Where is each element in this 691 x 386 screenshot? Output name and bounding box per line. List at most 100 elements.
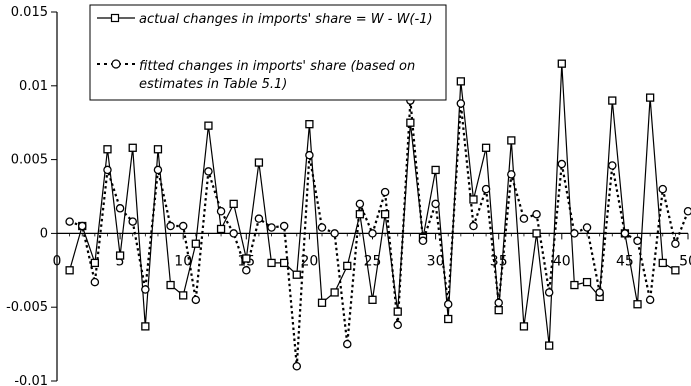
fitted-point [191, 295, 201, 305]
actual-point [204, 121, 213, 130]
y-tick-label: 0 [40, 226, 48, 241]
y-tick-label: 0.005 [11, 153, 48, 168]
actual-point [280, 258, 289, 268]
actual-point [608, 96, 617, 105]
actual-point [481, 143, 491, 152]
x-tick-label: 20 [300, 253, 318, 269]
actual-point [330, 288, 339, 297]
actual-point [494, 306, 503, 315]
y-tick-label: -0.005 [6, 300, 48, 315]
legend: actual changes in imports' share = W - W… [89, 4, 447, 101]
fitted-point [65, 217, 74, 226]
legend-fitted-marker [111, 59, 121, 69]
fitted-point [507, 170, 516, 179]
actual-point [317, 298, 327, 307]
actual-point [242, 254, 251, 263]
actual-point [570, 280, 579, 290]
fitted-point [103, 165, 112, 175]
actual-point [153, 145, 163, 154]
fitted-point [242, 266, 251, 275]
actual-point [431, 165, 440, 175]
fitted-point [456, 99, 466, 108]
fitted-point [343, 339, 352, 349]
fitted-point [620, 229, 630, 238]
fitted-point [570, 229, 579, 238]
actual-point [103, 145, 112, 154]
fitted-point [141, 285, 150, 294]
fitted-point [557, 159, 567, 169]
x-tick-label: 50 [679, 253, 691, 269]
actual-point [469, 195, 478, 204]
actual-point [179, 291, 188, 300]
fitted-point [494, 298, 503, 308]
actual-point [444, 314, 453, 324]
actual-point [216, 224, 226, 234]
fitted-point [115, 204, 125, 213]
fitted-point [633, 236, 642, 246]
fitted-point [671, 239, 680, 248]
fitted-point [469, 221, 478, 231]
actual-point [191, 239, 200, 248]
fitted-point [481, 184, 491, 194]
fitted-point [431, 199, 440, 209]
actual-point [532, 229, 541, 238]
x-tick-label: 25 [364, 253, 382, 269]
legend-box [89, 4, 447, 101]
fitted-point [90, 277, 100, 287]
fitted-point [519, 214, 529, 223]
fitted-point [204, 167, 213, 176]
fitted-point [166, 221, 175, 231]
fitted-point [317, 223, 327, 232]
actual-point [355, 210, 365, 219]
actual-point [456, 77, 465, 86]
fitted-point [305, 150, 314, 160]
fitted-point [418, 236, 428, 246]
actual-point [507, 136, 516, 145]
fitted-point [380, 187, 390, 197]
fitted-point [595, 288, 604, 297]
fitted-point [279, 221, 289, 231]
fitted-point [77, 221, 87, 231]
x-tick-label: 0 [53, 253, 62, 269]
series-layer [65, 59, 691, 371]
fitted-point [128, 217, 137, 226]
x-tick-label: 10 [174, 253, 192, 269]
fitted-point [443, 299, 453, 309]
y-tick-label: -0.01 [14, 374, 48, 386]
fitted-point [544, 288, 554, 297]
x-tick-label: 5 [116, 253, 125, 269]
actual-point [65, 266, 74, 275]
actual-point [305, 120, 314, 129]
actual-point [141, 322, 150, 331]
legend-actual-label: actual changes in imports' share = W - W… [139, 12, 433, 27]
actual-point [368, 295, 377, 304]
fitted-point [254, 214, 264, 223]
actual-point [292, 270, 301, 279]
legend-actual-marker [110, 13, 120, 23]
actual-point [633, 300, 642, 309]
actual-point [254, 158, 264, 167]
fitted-point [229, 229, 238, 238]
actual-point [166, 280, 175, 290]
fitted-point [608, 161, 617, 170]
fitted-point [355, 199, 365, 209]
fitted-point [292, 361, 302, 371]
fitted-point [178, 221, 188, 231]
actual-point [393, 307, 402, 316]
fitted-point [153, 165, 163, 175]
actual-point [645, 93, 655, 102]
actual-point [671, 266, 680, 275]
actual-point [128, 143, 137, 152]
x-tick-label: 40 [553, 253, 571, 269]
actual-point [545, 341, 554, 350]
y-tick-label: 0.01 [19, 79, 48, 94]
actual-point [519, 322, 529, 331]
fitted-point [368, 229, 377, 238]
fitted-point [216, 207, 226, 216]
fitted-point [330, 229, 339, 238]
actual-point [90, 258, 100, 268]
fitted-point [267, 223, 276, 232]
fitted-point [532, 209, 541, 219]
fitted-point [645, 295, 655, 305]
